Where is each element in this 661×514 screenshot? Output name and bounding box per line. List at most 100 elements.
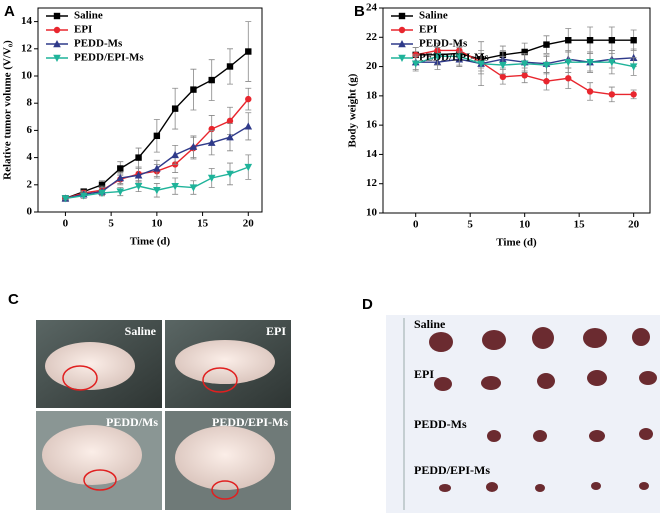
marker <box>433 53 442 61</box>
marker <box>226 117 234 125</box>
x-tick-label: 10 <box>519 219 531 231</box>
x-axis-label: Time (d) <box>496 237 537 249</box>
legend-label: PEDD-Ms <box>74 38 123 50</box>
photo-caption: Saline <box>414 317 446 331</box>
tumor-circle <box>202 367 238 393</box>
marker <box>153 132 161 140</box>
marker <box>244 163 253 172</box>
tumor <box>535 484 545 492</box>
marker <box>190 86 197 93</box>
photo-caption: EPI <box>266 324 286 338</box>
marker <box>116 188 125 196</box>
marker <box>79 192 88 200</box>
marker <box>586 58 594 67</box>
marker <box>586 37 594 44</box>
legend-label: PEDD-Ms <box>419 38 468 50</box>
marker <box>226 170 234 178</box>
marker <box>499 73 507 81</box>
x-tick-label: 0 <box>413 219 419 231</box>
y-tick-label: 6 <box>27 124 33 136</box>
x-axis-label: Time (d) <box>130 236 171 248</box>
legend-label: Saline <box>74 10 103 22</box>
tumor <box>532 327 554 349</box>
marker <box>608 91 616 98</box>
mouse <box>175 426 275 490</box>
marker <box>189 142 198 150</box>
marker <box>98 189 106 197</box>
marker <box>521 72 528 79</box>
y-tick-label: 12 <box>21 42 33 54</box>
tumor <box>434 377 452 391</box>
marker <box>521 48 528 56</box>
photo-caption: PEDD/Ms <box>106 415 158 429</box>
x-tick-label: 5 <box>108 218 114 230</box>
marker <box>171 182 179 191</box>
y-tick-label: 16 <box>366 119 378 131</box>
y-tick-label: 18 <box>366 89 378 101</box>
tumor <box>639 428 653 440</box>
marker <box>411 60 420 68</box>
tumor <box>587 370 607 386</box>
mouse <box>42 425 142 485</box>
y-tick-label: 2 <box>27 178 33 190</box>
marker <box>245 48 252 55</box>
marker <box>630 91 637 98</box>
marker <box>630 37 637 44</box>
panel-label: C <box>8 291 19 308</box>
tumor <box>481 376 501 390</box>
photo-d: Saline EPI PEDD-Ms PEDD/EPI-Ms <box>386 315 660 513</box>
x-tick-label: 20 <box>628 219 640 231</box>
tumor-circle <box>62 365 98 391</box>
marker <box>244 122 253 130</box>
tumor <box>429 332 453 352</box>
legend-marker <box>398 26 406 34</box>
marker <box>542 61 551 70</box>
plot-frame <box>37 7 263 213</box>
marker <box>207 138 216 146</box>
marker <box>208 76 215 84</box>
marker <box>189 184 198 192</box>
marker <box>520 60 529 68</box>
x-tick-label: 5 <box>467 219 473 231</box>
y-tick-label: 8 <box>27 97 33 109</box>
marker <box>565 37 572 44</box>
photo-caption: EPI <box>414 367 434 381</box>
tumor-circle <box>83 469 117 491</box>
panel-label: A <box>4 3 15 20</box>
y-tick-label: 12 <box>366 177 378 189</box>
x-tick-label: 20 <box>243 218 255 230</box>
y-tick-label: 24 <box>366 2 378 14</box>
y-tick-label: 14 <box>366 148 378 160</box>
panel-label: D <box>362 296 373 313</box>
tumor <box>533 430 547 442</box>
marker <box>543 78 550 85</box>
legend-marker <box>53 12 61 20</box>
legend-label: Saline <box>419 10 448 22</box>
legend-label: PEDD/EPI-Ms <box>74 52 144 64</box>
tumor <box>439 484 451 492</box>
marker <box>477 60 485 68</box>
panel-label: B <box>354 3 365 20</box>
marker <box>586 88 594 95</box>
tumor <box>591 482 601 490</box>
tumor <box>632 328 650 346</box>
photo-caption: PEDD/EPI-Ms <box>414 463 490 477</box>
legend-marker <box>398 40 406 48</box>
marker <box>98 181 106 188</box>
marker <box>153 187 161 195</box>
x-tick-label: 0 <box>63 218 69 230</box>
photo-caption: PEDD/EPI-Ms <box>212 415 288 429</box>
marker <box>629 63 638 71</box>
tumor <box>583 328 607 348</box>
marker <box>543 41 550 48</box>
tumor <box>482 330 506 350</box>
marker <box>134 171 143 179</box>
legend-marker <box>53 26 61 34</box>
photo-caption: PEDD-Ms <box>414 417 467 431</box>
x-tick-label: 15 <box>197 218 209 230</box>
marker <box>608 58 616 67</box>
marker <box>135 154 142 161</box>
y-tick-label: 10 <box>21 70 33 82</box>
legend-marker <box>398 12 406 20</box>
